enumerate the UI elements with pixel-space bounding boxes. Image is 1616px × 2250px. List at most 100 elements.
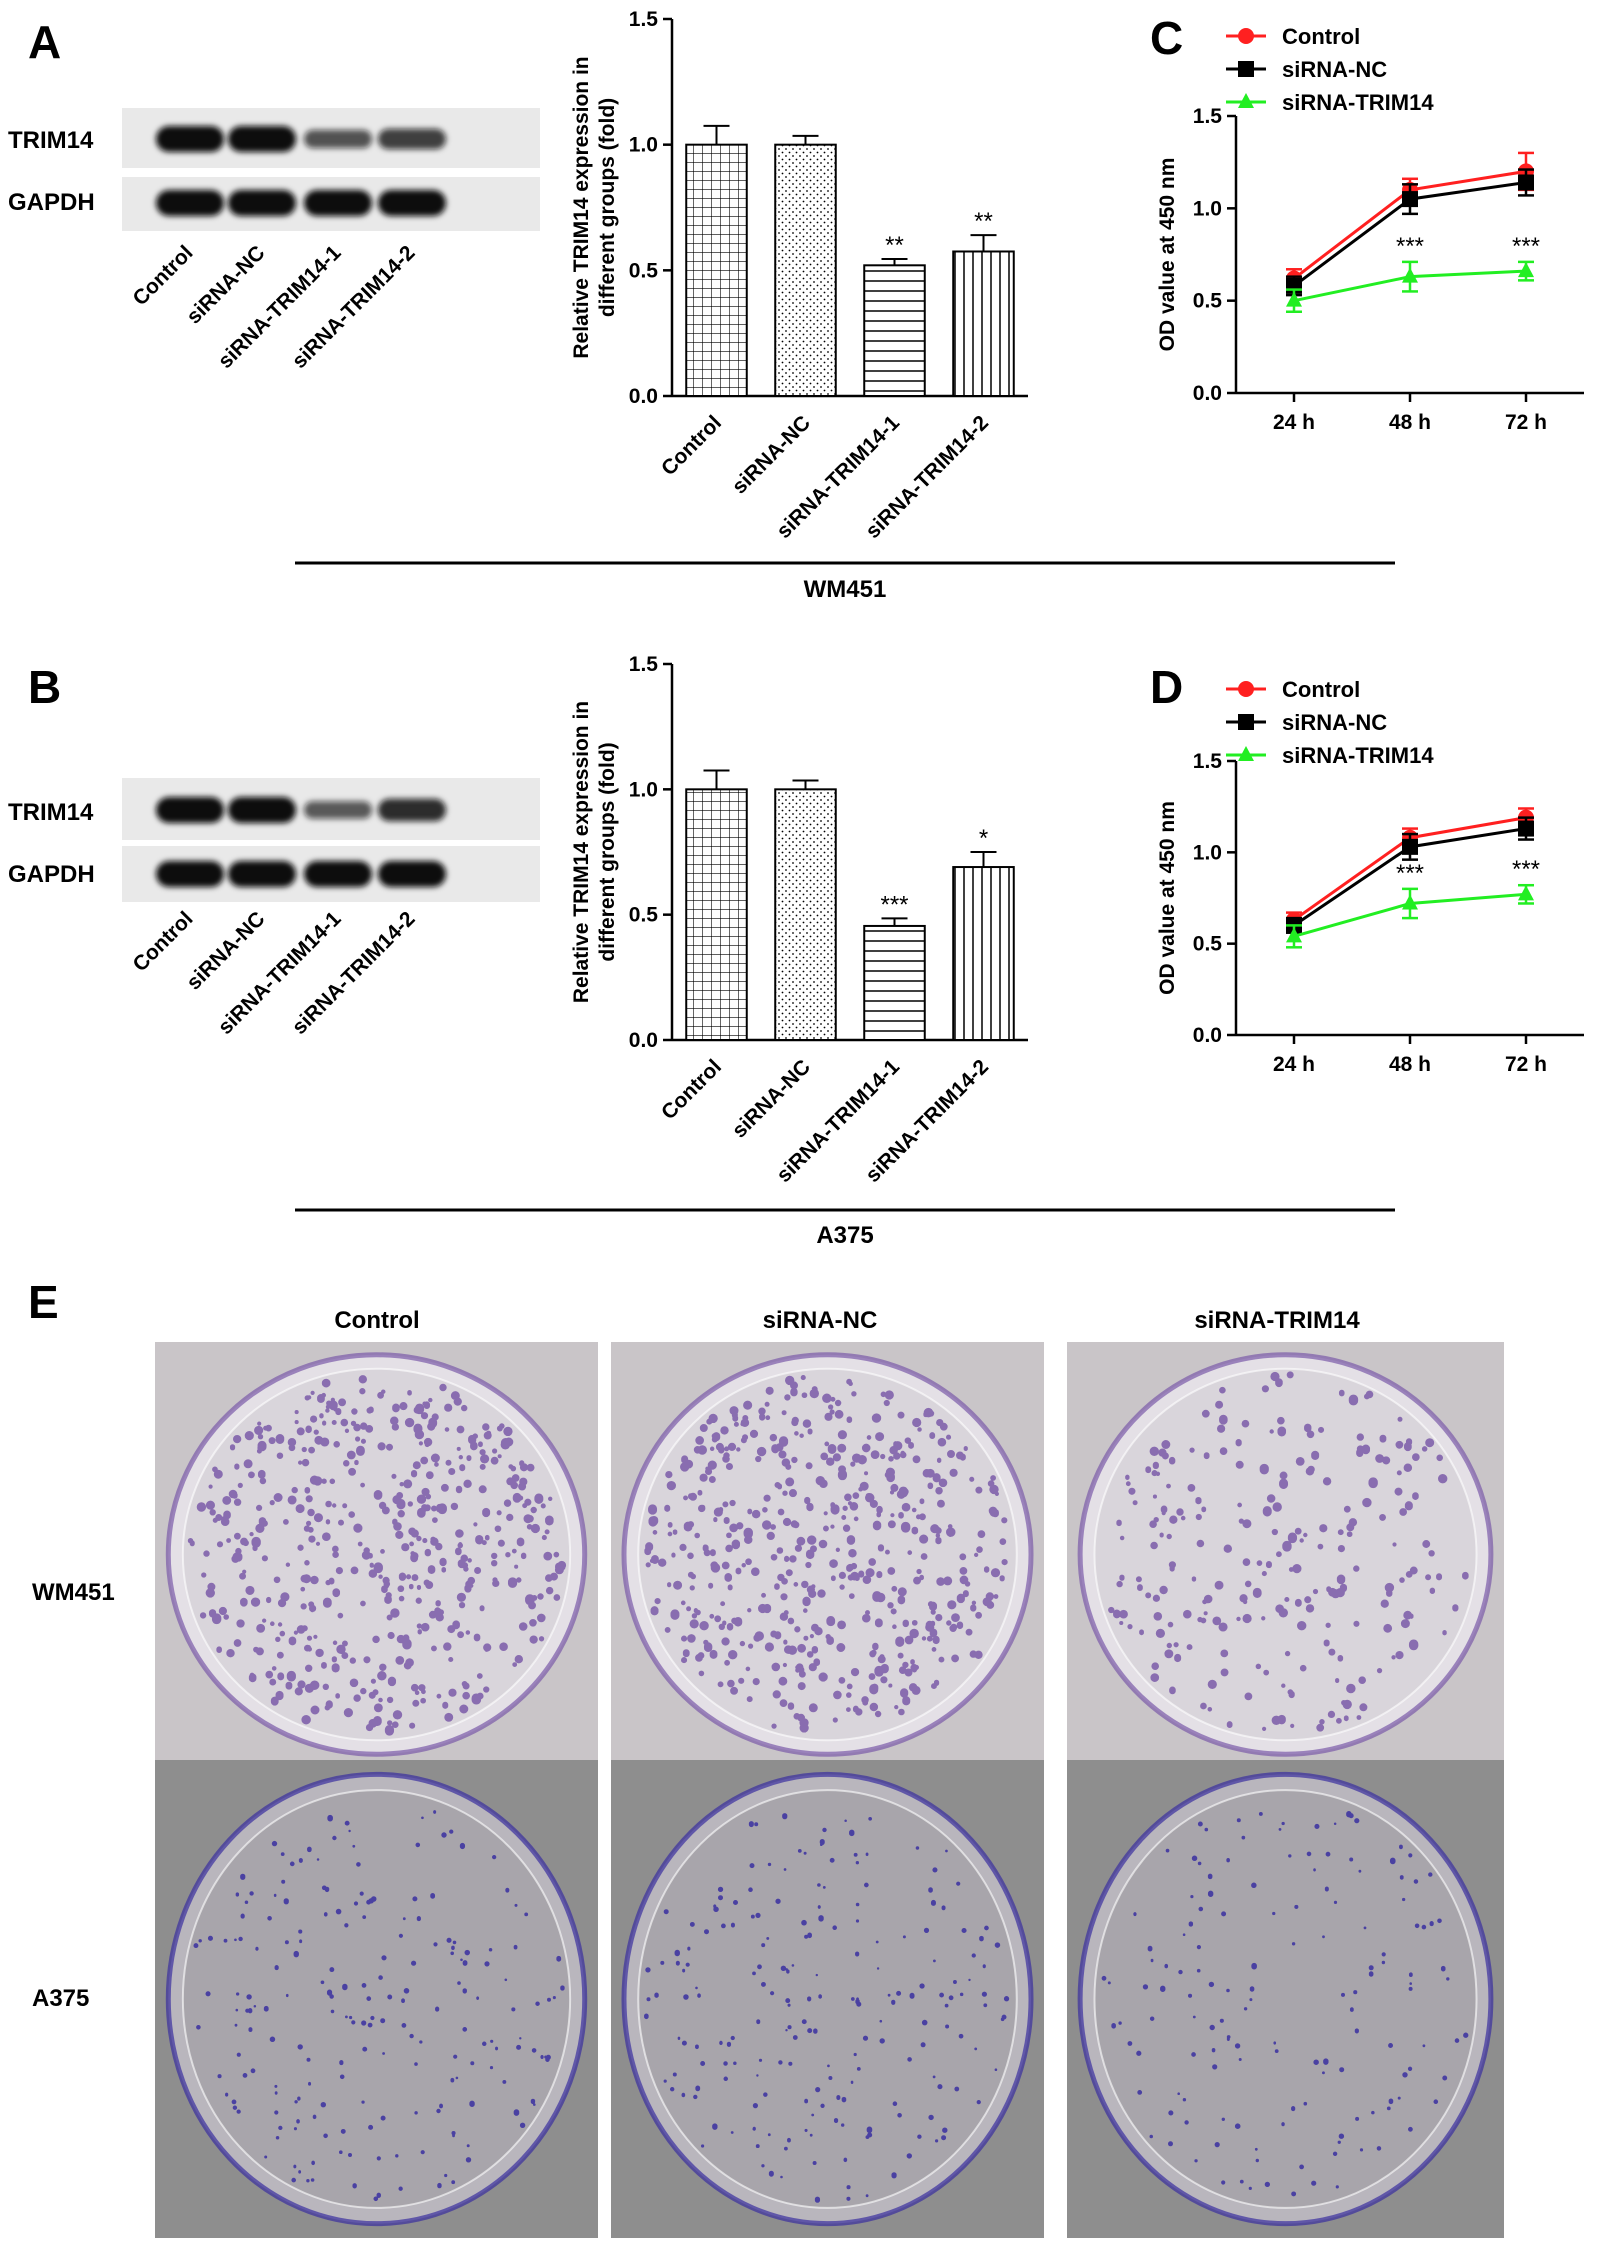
- colony-column-label: siRNA-NC: [763, 1307, 878, 1334]
- panel-letter-b: B: [28, 661, 61, 713]
- y-tick-label: 0.5: [1193, 933, 1223, 956]
- data-point: [1238, 746, 1254, 761]
- colony-plate: [611, 1760, 1044, 2238]
- significance-marker: ***: [1512, 856, 1540, 883]
- y-axis-label-line: different groups (fold): [596, 742, 619, 961]
- blot-band-gapdh: [156, 190, 224, 216]
- significance-marker: ***: [1396, 233, 1424, 260]
- x-tick-label: siRNA-NC: [728, 411, 815, 498]
- blot-band-gapdh: [228, 861, 296, 887]
- colonies: [1108, 1371, 1469, 1732]
- y-tick-label: 0.0: [629, 385, 658, 408]
- data-point: [1238, 681, 1254, 697]
- plate-well: [181, 1367, 572, 1742]
- bar-chart-b: 0.0 0.5 1.0 1.5 Relative TRIM14 expression i…: [570, 653, 1028, 1187]
- legend-label: siRNA-NC: [1282, 710, 1387, 735]
- data-point: [1402, 267, 1418, 283]
- bar: [952, 250, 1015, 397]
- y-tick-label: 0.0: [1193, 1024, 1222, 1047]
- y-tick-label: 0.0: [1193, 382, 1222, 405]
- significance-marker: **: [885, 232, 904, 259]
- data-point: [1238, 714, 1254, 730]
- bar: [774, 788, 837, 1041]
- bar: [685, 143, 748, 397]
- y-tick-label: 1.0: [1193, 841, 1222, 864]
- blot-row-label-gapdh: GAPDH: [8, 861, 95, 888]
- data-point: [1402, 894, 1418, 910]
- panel-letter-a: A: [28, 16, 61, 68]
- data-point: [1286, 291, 1302, 307]
- blot-band-trim14: [378, 798, 446, 822]
- blot-band-gapdh: [304, 190, 372, 216]
- plate-well: [1093, 1367, 1478, 1742]
- data-point: [1402, 838, 1418, 855]
- colony-row-label: A375: [32, 1985, 89, 2012]
- colony-formation-panel: Control siRNA-NC siRNA-TRIM14 WM451 A375: [32, 1307, 1504, 2238]
- y-axis-label-line: different groups (fold): [596, 98, 619, 317]
- x-tick-label: 24 h: [1273, 1053, 1315, 1076]
- y-axis-label: OD value at 450 nm: [1156, 801, 1179, 995]
- y-axis-label: OD value at 450 nm: [1156, 158, 1179, 352]
- plate-well: [637, 1367, 1018, 1742]
- blot-band-gapdh: [228, 190, 296, 216]
- panel-letter-c: C: [1150, 12, 1183, 64]
- y-tick-label: 0.5: [629, 904, 659, 927]
- panel-letter-d: D: [1150, 661, 1183, 713]
- line-chart-c: 0.0 0.5 1.0 1.5 24 h 48 h 72 h OD value at 450 …: [1156, 24, 1584, 434]
- bar: [685, 788, 748, 1041]
- colony-plate: [155, 1760, 598, 2238]
- y-tick-label: 1.5: [629, 653, 659, 676]
- colony-plate: [611, 1342, 1044, 1767]
- blot-lane-label: siRNA-TRIM14-2: [288, 241, 420, 373]
- legend-label: Control: [1282, 24, 1360, 49]
- legend-label: Control: [1282, 677, 1360, 702]
- blot-lane-label: siRNA-TRIM14-2: [288, 907, 420, 1039]
- y-tick-label: 1.0: [1193, 197, 1222, 220]
- y-tick-label: 1.5: [1193, 750, 1223, 773]
- colony-row-label: WM451: [32, 1579, 115, 1606]
- data-point: [1402, 191, 1418, 208]
- y-axis-label: Relative TRIM14 expression in different g…: [570, 701, 619, 1003]
- bar: [774, 143, 837, 397]
- x-tick-label: Control: [657, 411, 726, 480]
- y-axis-label-line: Relative TRIM14 expression in: [570, 56, 593, 358]
- western-blot-b: TRIM14 GAPDH ControlsiRNA-NCsiRNA-TRIM14…: [8, 778, 540, 1039]
- bar: [863, 264, 926, 397]
- x-tick-label: siRNA-NC: [728, 1055, 815, 1142]
- data-point: [1238, 61, 1254, 77]
- colony-plate: [1067, 1760, 1504, 2238]
- y-tick-label: 0.5: [1193, 290, 1223, 313]
- significance-marker: *: [979, 825, 988, 852]
- y-tick-label: 0.0: [629, 1029, 658, 1052]
- blot-band-trim14: [378, 128, 446, 150]
- blot-band-trim14: [156, 797, 224, 823]
- colony-plate: [155, 1342, 598, 1767]
- western-blot-a: TRIM14 GAPDH ControlsiRNA-NCsiRNA-TRIM14…: [8, 108, 540, 373]
- blot-band-trim14: [228, 126, 296, 152]
- legend-label: siRNA-NC: [1282, 57, 1387, 82]
- data-point: [1238, 93, 1254, 108]
- data-point: [1518, 885, 1534, 901]
- cell-line-label-a375: A375: [816, 1222, 873, 1249]
- bar: [952, 866, 1015, 1041]
- colony-plate: [1067, 1342, 1504, 1767]
- bar: [863, 924, 926, 1041]
- y-axis-label: Relative TRIM14 expression in different g…: [570, 56, 619, 358]
- blot-band-trim14: [304, 129, 372, 149]
- x-tick-label: 72 h: [1505, 411, 1547, 434]
- bar-chart-a: 0.0 0.5 1.0 1.5 Relative TRIM14 expression i…: [570, 8, 1028, 543]
- legend-label: siRNA-TRIM14: [1282, 743, 1434, 768]
- y-tick-label: 1.0: [629, 778, 658, 801]
- blot-band-gapdh: [378, 861, 446, 887]
- blot-lane-label: Control: [128, 907, 197, 976]
- blot-band-trim14: [156, 126, 224, 152]
- plate-well: [1093, 1789, 1478, 2209]
- significance-marker: ***: [1396, 860, 1424, 887]
- y-tick-label: 1.0: [629, 134, 658, 157]
- significance-marker: **: [974, 208, 993, 235]
- x-tick-label: 48 h: [1389, 411, 1431, 434]
- x-tick-label: 24 h: [1273, 411, 1315, 434]
- significance-marker: ***: [880, 891, 908, 918]
- colonies: [193, 1810, 565, 2202]
